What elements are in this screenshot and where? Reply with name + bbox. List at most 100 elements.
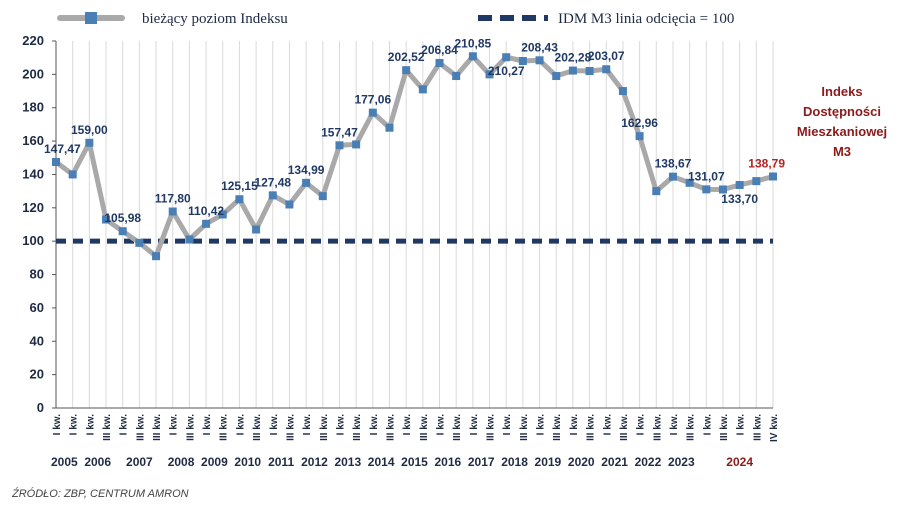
year-label: 2017 (468, 455, 495, 469)
x-tick-label: I kw. (569, 414, 580, 436)
data-point (335, 141, 344, 150)
data-point (368, 108, 377, 117)
data-point (468, 52, 477, 61)
x-tick-label: I kw. (69, 414, 80, 436)
x-tick-label: III kw. (152, 414, 163, 441)
x-tick-label: III kw. (586, 414, 597, 441)
data-label: 159,00 (71, 123, 108, 137)
x-tick-label: III kw. (652, 414, 663, 441)
data-point (718, 185, 727, 194)
data-label: 206,84 (421, 43, 458, 57)
x-tick-label: I kw. (502, 414, 513, 436)
y-tick-label: 40 (30, 333, 44, 348)
data-label: 131,07 (688, 169, 725, 183)
data-point (702, 185, 711, 194)
data-point (635, 132, 644, 141)
year-label: 2024 (726, 455, 753, 469)
x-tick-label: I kw. (119, 414, 130, 436)
year-label: 2012 (301, 455, 328, 469)
y-tick-label: 140 (22, 166, 44, 181)
data-point (485, 70, 494, 79)
x-tick-label: I kw. (436, 414, 447, 436)
data-label: 157,47 (321, 125, 358, 139)
x-tick-label: III kw. (519, 414, 530, 441)
year-label: 2008 (168, 455, 195, 469)
x-tick-label: I kw. (636, 414, 647, 436)
side-note: Indeks Dostępności Mieszkaniowej M3 (797, 84, 887, 159)
data-point (268, 191, 277, 200)
legend-threshold-label: IDM M3 linia odcięcia = 100 (558, 11, 734, 27)
data-label: 210,27 (488, 64, 525, 78)
x-tick-label: I kw. (702, 414, 713, 436)
y-tick-label: 20 (30, 367, 44, 382)
y-tick-label: 160 (22, 133, 44, 148)
data-point (135, 238, 144, 247)
legend: bieżący poziom Indeksu IDM M3 linia odci… (57, 11, 734, 27)
data-point (752, 177, 761, 186)
data-label: 177,06 (354, 93, 391, 107)
data-label: 127,48 (254, 175, 291, 189)
data-label: 138,67 (655, 157, 692, 171)
x-tick-label: I kw. (52, 414, 63, 436)
x-tick-label: I kw. (335, 414, 346, 436)
data-point (85, 138, 94, 147)
data-point (118, 227, 127, 236)
data-point (535, 56, 544, 65)
data-point (418, 85, 427, 94)
x-tick-label: III kw. (719, 414, 730, 441)
x-tick-label: I kw. (269, 414, 280, 436)
data-label: 208,43 (521, 40, 558, 54)
x-tick-label: III kw. (619, 414, 630, 441)
x-tick-label: III kw. (185, 414, 196, 441)
x-tick-label: III kw. (452, 414, 463, 441)
data-point (302, 178, 311, 187)
data-label: 117,80 (155, 191, 191, 205)
x-tick-label: III kw. (752, 414, 763, 441)
side-note-line: Dostępności (803, 104, 881, 119)
x-tick-label: III kw. (285, 414, 296, 441)
data-point (585, 67, 594, 76)
data-point (685, 178, 694, 187)
x-tick-label: I kw. (602, 414, 613, 436)
year-label: 2023 (668, 455, 695, 469)
data-point (568, 66, 577, 75)
data-point (202, 219, 211, 228)
x-tick-label: I kw. (736, 414, 747, 436)
y-tick-label: 0 (37, 400, 44, 415)
x-tick-label: I kw. (202, 414, 213, 436)
y-tick-label: 60 (30, 300, 44, 315)
data-label: 133,70 (721, 192, 758, 206)
data-label: 202,28 (555, 51, 592, 65)
legend-series-label: bieżący poziom Indeksu (142, 11, 288, 27)
data-point (502, 53, 511, 62)
y-axis: 0 20 40 60 80 100 120 140 160 180 200 220 (22, 33, 773, 415)
data-point (668, 172, 677, 181)
data-point (168, 207, 177, 216)
x-tick-label: I kw. (669, 414, 680, 436)
data-point (518, 57, 527, 66)
year-label: 2019 (535, 455, 562, 469)
x-tick-label: I kw. (235, 414, 246, 436)
series-markers (52, 52, 777, 261)
x-tick-label: III kw. (486, 414, 497, 441)
data-point (769, 172, 777, 181)
data-label: 203,07 (588, 49, 625, 63)
series-line (53, 53, 776, 259)
grid (55, 41, 774, 408)
side-note-line: Mieszkaniowej (797, 124, 887, 139)
data-label: 138,79 (748, 156, 785, 170)
data-point (552, 72, 561, 81)
data-point (318, 192, 327, 201)
x-tick-label: III kw. (419, 414, 430, 441)
data-label: 110,42 (188, 204, 224, 218)
data-point (185, 235, 194, 244)
year-label: 2020 (568, 455, 595, 469)
x-tick-label: III kw. (385, 414, 396, 441)
x-tick-label: III kw. (252, 414, 263, 441)
data-point (235, 195, 244, 204)
x-tick-label: I kw. (469, 414, 480, 436)
data-label: 162,96 (621, 116, 658, 130)
y-tick-label: 220 (22, 33, 44, 48)
year-label: 2007 (126, 455, 153, 469)
